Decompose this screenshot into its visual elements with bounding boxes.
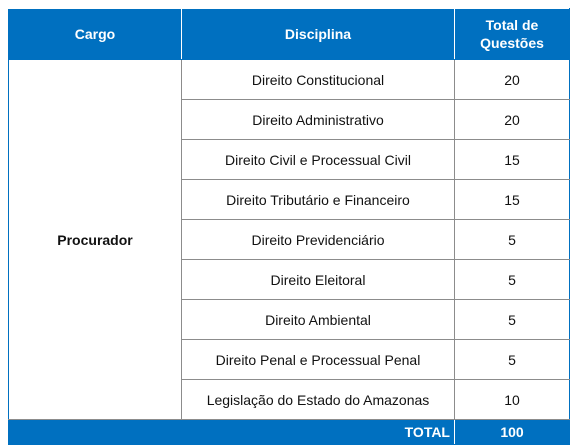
table-row: Direito Ambiental 5: [9, 299, 570, 340]
header-total-questoes: Total de Questões: [454, 8, 570, 60]
questoes-cell: 5: [454, 339, 570, 380]
disciplina-cell: Direito Previdenciário: [181, 219, 455, 260]
table-row: Legislação do Estado do Amazonas 10: [9, 379, 570, 420]
cargo-cell: Procurador: [8, 59, 182, 420]
table-header-row: Cargo Disciplina Total de Questões: [8, 8, 570, 60]
table-row: Direito Tributário e Financeiro 15: [9, 179, 570, 220]
table-row: Direito Administrativo 20: [9, 99, 570, 140]
questoes-cell: 15: [454, 139, 570, 180]
header-disciplina: Disciplina: [181, 8, 455, 60]
disciplina-cell: Legislação do Estado do Amazonas: [181, 379, 455, 420]
total-value: 100: [454, 419, 570, 445]
table-row: Direito Previdenciário 5: [9, 219, 570, 260]
questoes-cell: 20: [454, 59, 570, 100]
disciplina-cell: Direito Administrativo: [181, 99, 455, 140]
disciplina-cell: Direito Civil e Processual Civil: [181, 139, 455, 180]
questoes-cell: 15: [454, 179, 570, 220]
questoes-cell: 5: [454, 259, 570, 300]
questoes-cell: 5: [454, 299, 570, 340]
disciplina-cell: Direito Penal e Processual Penal: [181, 339, 455, 380]
header-cargo: Cargo: [8, 8, 182, 60]
disciplina-cell: Direito Eleitoral: [181, 259, 455, 300]
table-row: Direito Penal e Processual Penal 5: [9, 339, 570, 380]
questoes-cell: 20: [454, 99, 570, 140]
total-label: TOTAL: [8, 419, 455, 445]
table-row: Procurador Direito Constitucional 20: [8, 59, 570, 420]
disciplina-cell: Direito Ambiental: [181, 299, 455, 340]
header-total-questoes-line2: Questões: [480, 35, 544, 51]
questoes-cell: 5: [454, 219, 570, 260]
total-row: TOTAL 100: [8, 419, 570, 445]
exam-questions-table: Cargo Disciplina Total de Questões Procu…: [8, 8, 570, 445]
table-row: Direito Civil e Processual Civil 15: [9, 139, 570, 180]
header-total-questoes-line1: Total de: [485, 17, 539, 33]
disciplina-cell: Direito Constitucional: [181, 59, 455, 100]
questoes-cell: 10: [454, 379, 570, 420]
disciplina-cell: Direito Tributário e Financeiro: [181, 179, 455, 220]
